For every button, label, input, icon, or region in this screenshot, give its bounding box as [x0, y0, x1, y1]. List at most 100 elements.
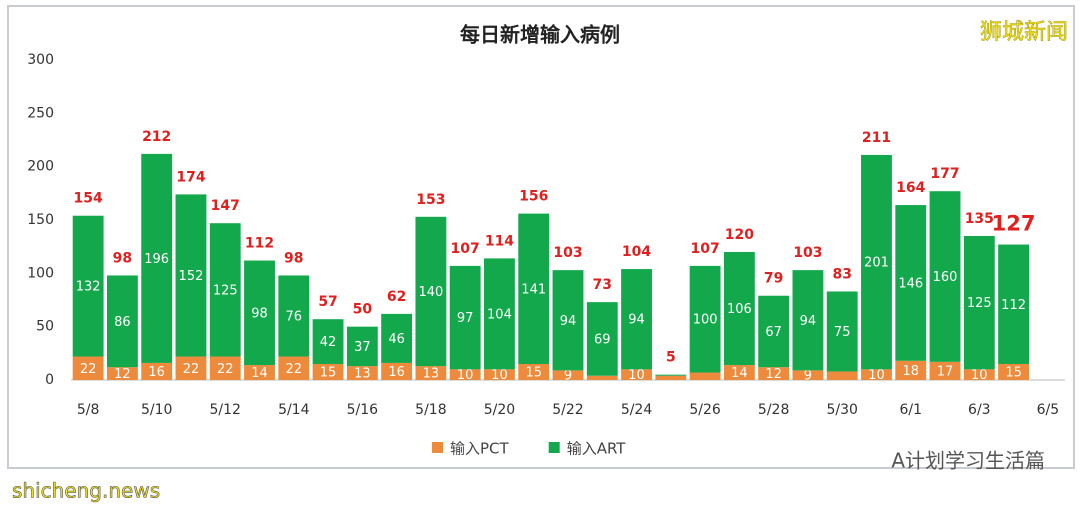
total-label: 5 [666, 350, 676, 366]
bar-segment [381, 362, 413, 380]
bar-segment [655, 374, 687, 376]
segment-label: 10 [491, 368, 508, 383]
x-tick-label: 5/14 [278, 402, 310, 418]
y-tick-label: 150 [27, 212, 54, 228]
total-label: 211 [862, 130, 891, 146]
bar-segment [826, 291, 858, 372]
x-tick-label: 6/5 [1037, 402, 1060, 418]
x-tick-label: 5/12 [210, 402, 241, 418]
bar-segment [278, 275, 310, 357]
total-label: 156 [519, 189, 548, 205]
total-label: 112 [245, 236, 274, 252]
bar-segment [826, 371, 858, 380]
bar-segment [312, 364, 344, 380]
segment-label: 42 [320, 335, 337, 350]
bar-segment [346, 326, 378, 367]
x-tick-label: 5/10 [141, 402, 172, 418]
segment-label: 97 [457, 311, 474, 326]
segment-label: 125 [213, 283, 238, 298]
segment-label: 10 [457, 368, 474, 383]
bar-segment [415, 366, 447, 380]
bar-segment [244, 260, 275, 366]
segment-label: 12 [765, 367, 782, 382]
bar-segment [518, 213, 550, 364]
total-label: 103 [793, 245, 822, 261]
x-tick-label: 6/1 [899, 402, 922, 418]
total-label: 153 [416, 192, 445, 208]
total-label: 114 [485, 233, 514, 249]
bar-segment [175, 356, 207, 380]
segment-label: 67 [765, 325, 782, 340]
segment-label: 16 [148, 365, 165, 380]
segment-label: 18 [902, 364, 919, 379]
segment-label: 9 [804, 369, 812, 384]
segment-label: 106 [727, 302, 752, 317]
bar-segment [449, 369, 481, 380]
total-label: 79 [764, 271, 783, 287]
total-label: 57 [318, 294, 337, 310]
bar-segment [895, 360, 927, 380]
x-tick-label: 6/3 [968, 402, 991, 418]
bar-segment [963, 236, 995, 370]
watermark: 狮城新闻 [980, 20, 1068, 45]
legend-swatch [432, 442, 443, 453]
y-tick-label: 50 [36, 319, 54, 335]
bar-segment [929, 361, 961, 380]
bar-segment [72, 215, 104, 357]
x-tick-label: 5/30 [826, 402, 857, 418]
bar-segment [552, 370, 584, 380]
total-label: 103 [553, 245, 582, 261]
total-label: 107 [690, 241, 719, 257]
bar-segment [758, 367, 790, 380]
total-label: 120 [725, 227, 754, 243]
source: shicheng.news [12, 479, 160, 503]
y-tick-label: 100 [27, 265, 54, 281]
segment-label: 37 [354, 340, 371, 355]
credit: A计划学习生活篇 [891, 449, 1045, 473]
segment-label: 86 [114, 315, 131, 330]
legend-swatch [548, 442, 560, 453]
total-label: 127 [992, 212, 1036, 236]
segment-label: 22 [80, 362, 97, 377]
total-label: 135 [965, 211, 994, 227]
segment-label: 94 [628, 313, 645, 328]
bar-segment [141, 153, 173, 363]
total-label: 147 [211, 198, 240, 214]
segment-label: 13 [423, 367, 440, 382]
bar-segment [758, 295, 790, 368]
segment-label: 15 [1005, 366, 1022, 381]
bar-segment [723, 365, 755, 380]
bar-segment [484, 369, 515, 380]
segment-label: 146 [898, 276, 923, 291]
x-tick-label: 5/18 [415, 402, 446, 418]
bar-segment [689, 372, 721, 380]
segment-label: 12 [114, 367, 131, 382]
bar-segment [792, 370, 824, 380]
bar-segment [209, 356, 241, 380]
segment-label: 132 [76, 280, 101, 295]
bar-segment [655, 375, 687, 380]
bar-segment [998, 244, 1030, 364]
bar-segment [484, 258, 515, 370]
bar-segment [106, 275, 138, 368]
bar-segment [244, 365, 275, 380]
segment-label: 14 [731, 366, 748, 381]
segment-label: 100 [693, 313, 718, 328]
bar-segment [278, 356, 310, 380]
bar-segment [929, 191, 961, 362]
total-label: 98 [284, 250, 303, 266]
bar-segment [175, 194, 207, 357]
bar-segment [346, 366, 378, 380]
segment-label: 13 [354, 367, 371, 382]
bar-segment [552, 270, 584, 371]
bar-segment [998, 364, 1030, 380]
bar-segment [415, 216, 447, 367]
segment-label: 9 [564, 369, 572, 384]
segment-label: 22 [183, 362, 200, 377]
total-label: 164 [896, 180, 925, 196]
bar-segment [72, 356, 104, 380]
bar-segment [141, 362, 173, 380]
segment-label: 112 [1001, 298, 1026, 313]
bar-segment [586, 375, 618, 380]
